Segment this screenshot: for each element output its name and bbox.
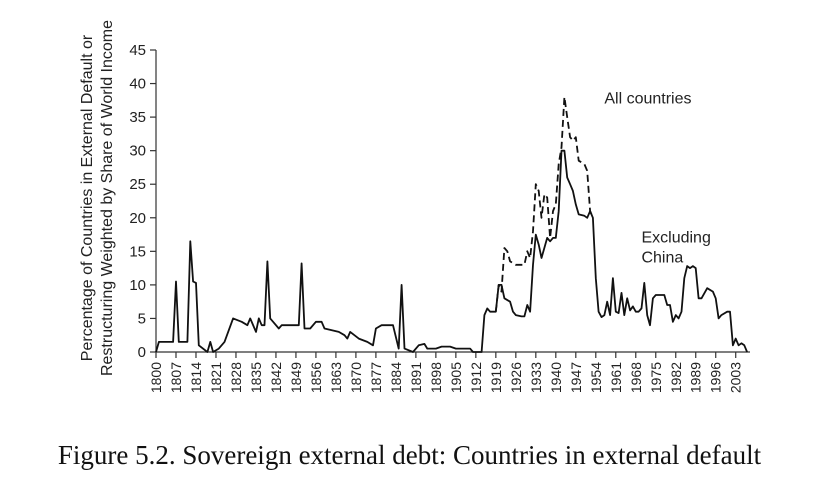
x-tick-label: 1989 (688, 362, 704, 393)
x-tick-label: 1961 (608, 362, 624, 393)
y-tick-label: 25 (129, 176, 146, 193)
y-tick-label: 30 (129, 143, 146, 160)
x-tick-label: 1856 (308, 362, 324, 393)
y-tick-label: 10 (129, 277, 146, 294)
x-tick-label: 1926 (508, 362, 524, 393)
x-tick-label: 1835 (248, 362, 264, 393)
x-axis: 1800 1807 1814 1821 1828 1835 1842 1849 1856 1863… (148, 351, 750, 393)
y-tick-label: 45 (129, 42, 146, 59)
annotation-label-2: China (641, 250, 683, 267)
x-tick-label: 1842 (268, 362, 284, 393)
x-tick-label: 1884 (388, 362, 404, 393)
y-tick-label: 15 (129, 243, 146, 260)
x-tick-label: 1891 (408, 362, 424, 393)
y-tick-label: 35 (129, 109, 146, 126)
x-tick-label: 1814 (188, 362, 204, 393)
x-tick-label: 1933 (528, 362, 544, 393)
x-tick-label: 1968 (628, 362, 644, 393)
x-tick-label: 2003 (728, 362, 744, 393)
y-axis-label-line-1: Percentage of Countries in External Defa… (79, 34, 96, 361)
x-tick-label: 1940 (548, 362, 564, 393)
x-tick-label: 1821 (208, 362, 224, 393)
x-tick-label: 1828 (228, 362, 244, 393)
x-tick-label: 1800 (148, 362, 164, 393)
y-axis-label-line-2: Restructuring Weighted by Share of World… (99, 20, 116, 376)
x-tick-label: 1996 (708, 362, 724, 393)
y-tick-label: 5 (138, 310, 146, 327)
x-tick-label: 1849 (288, 362, 304, 393)
y-tick-label: 20 (129, 210, 146, 227)
annotation-layer: All countries Excluding China (604, 91, 711, 267)
y-tick-label: 40 (129, 76, 146, 93)
x-tick-label: 1982 (668, 362, 684, 393)
series-layer (155, 96, 748, 353)
x-tick-label: 1919 (488, 362, 504, 393)
annotation-label-1: Excluding (641, 230, 710, 247)
x-tick-label: 1870 (348, 362, 364, 393)
figure-caption: Figure 5.2. Sovereign external debt: Cou… (57, 440, 762, 470)
x-tick-label: 1905 (448, 362, 464, 393)
y-axis: 0 5 10 15 20 25 30 35 40 45 (129, 42, 157, 361)
x-tick-label: 1863 (328, 362, 344, 393)
x-tick-label: 1898 (428, 362, 444, 393)
series-line-excluding-china (155, 149, 748, 353)
x-tick-label: 1954 (588, 362, 604, 393)
y-tick-label: 0 (138, 344, 146, 361)
x-tick-label: 1807 (168, 362, 184, 393)
chart: 0 5 10 15 20 25 30 35 40 45 1800 1807 1814 1821 1828 1… (79, 20, 750, 393)
x-tick-label: 1912 (468, 362, 484, 393)
x-tick-label: 1947 (568, 362, 584, 393)
series-line-all-countries (494, 96, 594, 312)
annotation-label-0: All countries (604, 91, 691, 108)
x-tick-label: 1975 (648, 362, 664, 393)
x-tick-label: 1877 (368, 362, 384, 393)
